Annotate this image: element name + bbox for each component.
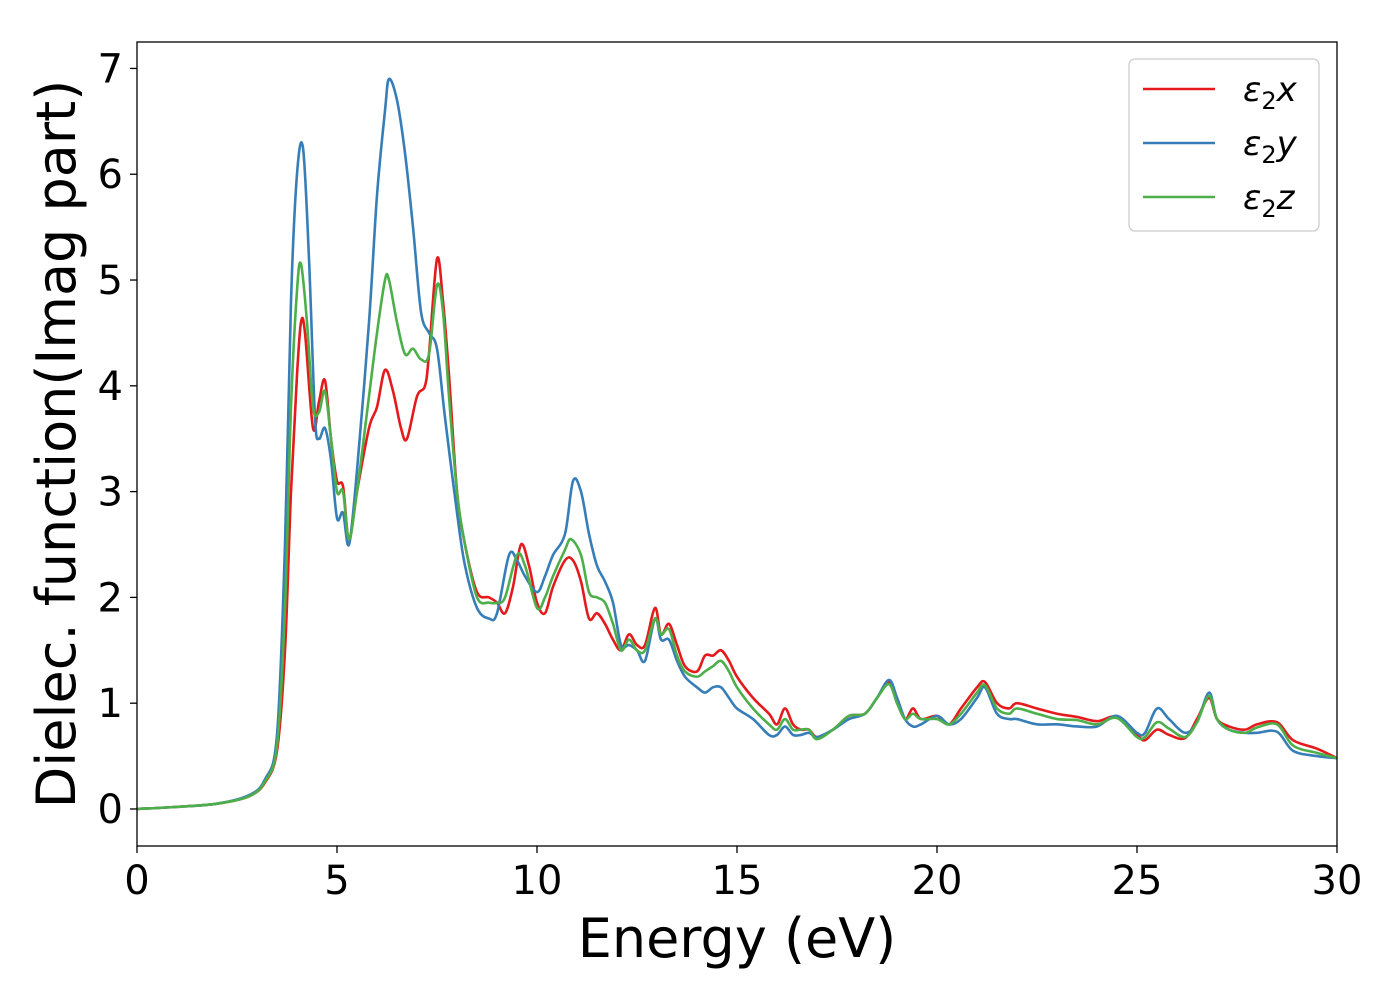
y-tick-label: 4 [98, 364, 123, 410]
legend-label-y: ε2y [1243, 124, 1298, 169]
series-line-y [137, 77, 1337, 811]
x-tick-label: 15 [712, 858, 763, 904]
series-layer [137, 77, 1337, 811]
x-axis-label: Energy (eV) [578, 907, 897, 970]
y-tick-label: 5 [98, 258, 123, 304]
x-tick-label: 20 [912, 858, 963, 904]
y-tick-label: 6 [98, 152, 123, 198]
legend-box [1128, 58, 1320, 232]
y-tick-label: 1 [98, 681, 123, 727]
series-line-x [137, 256, 1337, 811]
x-tick-label: 5 [324, 858, 349, 904]
y-tick-label: 2 [98, 575, 123, 621]
y-tick-label: 0 [98, 787, 123, 833]
y-tick-label: 7 [98, 46, 123, 92]
legend-label-z: ε2z [1243, 178, 1296, 223]
series-line-z [137, 261, 1337, 811]
x-tick-label: 30 [1312, 858, 1363, 904]
x-tick-label: 0 [124, 858, 149, 904]
legend-label-x: ε2x [1243, 70, 1298, 115]
y-tick-label: 3 [98, 470, 123, 516]
y-axis-label: Dielec. function(Imag part) [25, 80, 88, 809]
y-axis: 0 1 2 3 4 5 6 7 [98, 46, 137, 833]
legend: ε2x ε2y ε2z [1128, 58, 1320, 232]
x-tick-label: 25 [1112, 858, 1163, 904]
x-axis: 0 5 10 15 20 25 30 [124, 846, 1362, 904]
x-tick-label: 10 [512, 858, 563, 904]
